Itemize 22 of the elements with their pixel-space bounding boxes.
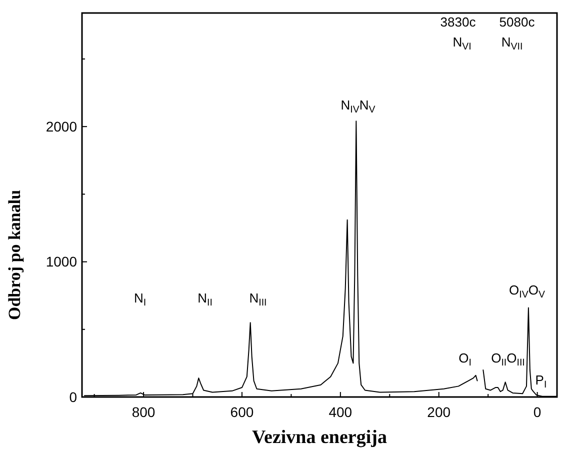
x-tick-label: 0 <box>533 404 542 420</box>
annotation: O$_{II}$O$_{III}$ <box>491 350 525 369</box>
x-axis-title: Vezivna energija <box>252 427 388 448</box>
x-tick-label: 400 <box>328 404 352 420</box>
annotation: N$_{VI}$ <box>452 34 472 53</box>
annotation: N$_{VII}$ <box>501 34 523 53</box>
annotation: N$_{III}$ <box>249 290 267 309</box>
annotation: N$_{IV}$N$_{V}$ <box>340 98 376 116</box>
annotation: 3830c <box>440 14 476 30</box>
y-tick-label: 1000 <box>46 254 78 270</box>
annotation: O$_{I}$ <box>458 350 472 369</box>
y-axis-title: Odbroj po kanalu <box>5 190 24 320</box>
x-tick-label: 200 <box>427 404 451 420</box>
annotation: 5080c <box>499 14 536 30</box>
annotation: P$_{I}$ <box>535 372 547 391</box>
x-tick-label: 600 <box>230 404 254 420</box>
annotation: N$_{II}$ <box>198 290 212 309</box>
annotation: N$_{I}$ <box>134 290 146 309</box>
annotation: O$_{IV}$O$_{V}$ <box>509 282 546 301</box>
y-tick-label: 0 <box>69 388 78 405</box>
y-tick-label: 2000 <box>46 118 78 134</box>
x-tick-label: 800 <box>132 404 156 420</box>
